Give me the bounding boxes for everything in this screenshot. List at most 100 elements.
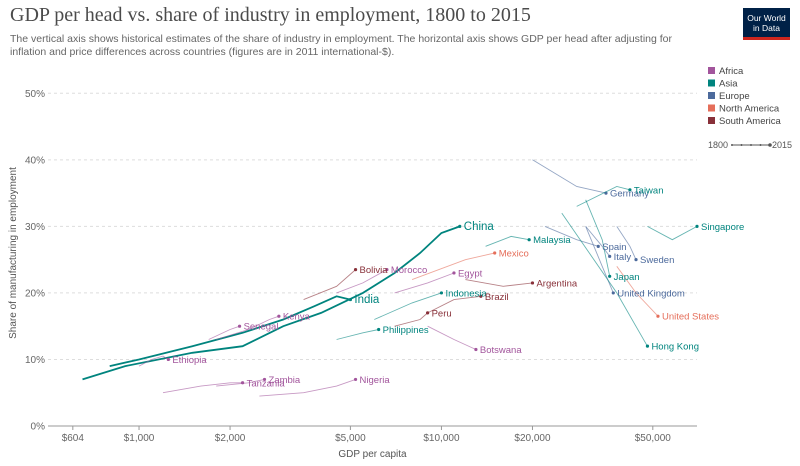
- series-label: Japan: [614, 272, 640, 283]
- legend-time-end: 2015: [772, 140, 792, 150]
- legend-time-dot: [740, 144, 743, 146]
- series-endpoint: [656, 314, 660, 318]
- x-tick-label: $1,000: [124, 433, 155, 444]
- series-label: Indonesia: [445, 288, 487, 299]
- series-line: [138, 355, 169, 367]
- series-endpoint: [385, 268, 389, 272]
- chart-title: GDP per head vs. share of industry in em…: [10, 4, 531, 26]
- series-endpoint: [634, 258, 638, 262]
- series-label: Argentina: [536, 278, 577, 289]
- legend-swatch: [708, 117, 715, 124]
- series-label: Egypt: [458, 268, 483, 279]
- x-tick-label: $20,000: [514, 433, 551, 444]
- legend-time-dot: [731, 144, 733, 146]
- logo-line-2: in Data: [753, 23, 780, 33]
- series-label: Ethiopia: [172, 355, 207, 366]
- series-line: [427, 325, 477, 350]
- series-line: [208, 325, 240, 340]
- legend-label: South America: [719, 116, 781, 127]
- series-label: Botswana: [480, 345, 522, 356]
- series-label: Brazil: [485, 292, 509, 303]
- series-line: [585, 226, 611, 257]
- owid-logo[interactable]: Our World in Data: [743, 8, 790, 40]
- series-label: Nigeria: [360, 375, 391, 386]
- y-tick-label: 10%: [25, 355, 45, 366]
- series-endpoint: [530, 281, 535, 285]
- series-line: [394, 272, 455, 294]
- series-line: [576, 186, 631, 207]
- series-label: China: [464, 221, 495, 233]
- series-line: [427, 295, 481, 314]
- y-axis-label: Share of manufacturing in employment: [8, 167, 19, 339]
- series-label: Malaysia: [533, 235, 571, 246]
- y-tick-label: 0%: [31, 422, 46, 433]
- series-label: United States: [662, 312, 719, 323]
- series-line: [411, 252, 495, 281]
- series-line: [82, 225, 461, 381]
- series-endpoint: [348, 297, 353, 302]
- series-line: [616, 226, 637, 260]
- series-label: Singapore: [701, 222, 744, 233]
- legend-swatch: [708, 67, 715, 74]
- legend-swatch: [708, 104, 715, 112]
- series-endpoint: [353, 268, 358, 272]
- series-endpoint: [237, 324, 242, 328]
- x-tick-label: $50,000: [635, 433, 672, 444]
- series-endpoint: [608, 274, 612, 278]
- series-label: India: [354, 294, 380, 306]
- y-tick-label: 20%: [25, 288, 45, 299]
- series-label: Morocco: [391, 265, 427, 276]
- legend-time-dot: [750, 144, 752, 146]
- series-label: Peru: [432, 308, 452, 319]
- x-tick-label: $5,000: [335, 433, 366, 444]
- chart-subtitle: The vertical axis shows historical estim…: [10, 33, 673, 58]
- legend-swatch: [708, 92, 715, 99]
- series-line: [616, 266, 659, 317]
- series-endpoint: [479, 294, 483, 298]
- series-line: [585, 199, 611, 277]
- series-endpoint: [277, 314, 281, 318]
- series-line: [485, 235, 530, 247]
- series-endpoint: [527, 238, 531, 242]
- series-line: [109, 295, 351, 367]
- series-line: [561, 212, 648, 347]
- x-axis-label: GDP per capita: [338, 449, 407, 460]
- series-label: Bolivia: [360, 265, 389, 276]
- series-line: [465, 279, 533, 287]
- series-line: [336, 329, 379, 340]
- series-label: Tanzania: [247, 378, 286, 389]
- series-line: [544, 225, 599, 247]
- series-line: [303, 269, 356, 301]
- y-tick-label: 50%: [25, 89, 45, 100]
- x-tick-label: $604: [62, 433, 85, 444]
- series-endpoint: [474, 347, 478, 352]
- series-line: [374, 292, 442, 320]
- series-line: [532, 159, 607, 194]
- legend-label: Africa: [719, 66, 744, 77]
- legend-time-start: 1800: [708, 140, 728, 150]
- legend-label: North America: [719, 104, 780, 115]
- series-endpoint: [353, 377, 358, 382]
- series-label: United Kingdom: [617, 288, 685, 299]
- x-tick-label: $10,000: [423, 433, 460, 444]
- series-line: [336, 269, 388, 294]
- legend-label: Europe: [719, 91, 750, 102]
- series-endpoint: [596, 244, 600, 248]
- legend-label: Asia: [719, 79, 738, 90]
- series-endpoint: [458, 224, 462, 228]
- series-endpoint: [645, 344, 650, 348]
- series-label: Spain: [602, 242, 626, 253]
- series-label: Taiwan: [634, 185, 664, 196]
- legend-time-dot: [768, 143, 772, 147]
- series-label: Sweden: [640, 255, 674, 266]
- data-labels: China India Ethiopia Kenya Senegal TanzaniaZa…: [172, 185, 744, 389]
- series-endpoint: [452, 271, 456, 275]
- series-line: [647, 226, 698, 241]
- series-label: Italy: [614, 252, 632, 263]
- series-endpoint: [439, 291, 444, 295]
- series-lines: [82, 159, 699, 397]
- series-line: [585, 226, 614, 294]
- series-endpoint: [608, 254, 612, 258]
